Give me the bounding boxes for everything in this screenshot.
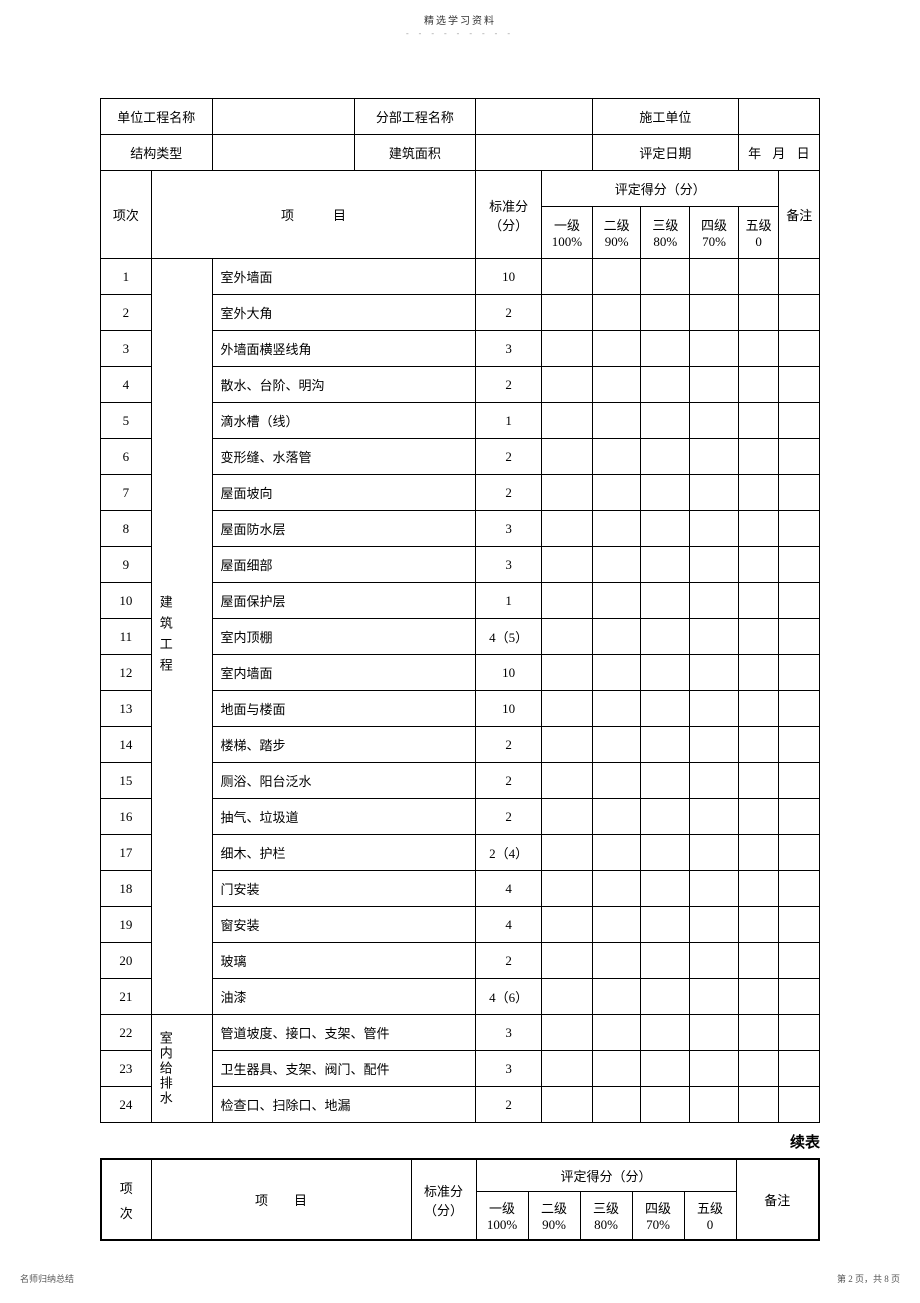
row-num: 1 — [101, 259, 152, 295]
meta-area-value — [476, 135, 593, 171]
meta-section-value — [476, 99, 593, 135]
col-biaozhunfen: 标准分 （分） — [476, 171, 542, 259]
table-row: 1 建筑工程 室外墙面 10 — [101, 259, 820, 295]
day-unit: 日 — [797, 146, 810, 161]
std-score-label: 标准分 — [480, 196, 537, 215]
col-beizhu: 备注 — [779, 171, 820, 259]
level2-1: 一级100% — [476, 1192, 528, 1241]
level2-5: 五级0 — [684, 1192, 736, 1241]
doc-header-title: 精选学习资料 — [0, 0, 920, 27]
meta-date-value: 年 月 日 — [738, 135, 819, 171]
col2-xiangci: 项 次 — [101, 1159, 151, 1240]
page-content: 单位工程名称 分部工程名称 施工单位 结构类型 建筑面积 评定日期 年 月 日 … — [0, 38, 920, 1241]
group-label-2: 室内给排水 — [151, 1015, 212, 1123]
main-table: 单位工程名称 分部工程名称 施工单位 结构类型 建筑面积 评定日期 年 月 日 … — [100, 98, 820, 1123]
meta-section-label: 分部工程名称 — [354, 99, 476, 135]
meta-row-2: 结构类型 建筑面积 评定日期 年 月 日 — [101, 135, 820, 171]
level2-2: 二级90% — [528, 1192, 580, 1241]
continue-label: 续表 — [100, 1123, 820, 1158]
table-row: 22 室内给排水 管道坡度、接口、支架、管件3 — [101, 1015, 820, 1051]
group-label-1: 建筑工程 — [151, 259, 212, 1015]
second-table: 项 次 项 目 标准分 （分） 评定得分（分） 备注 一级100% 二级90% … — [100, 1158, 820, 1241]
col-xiangci: 项次 — [101, 171, 152, 259]
col2-xiangmu: 项 目 — [151, 1159, 411, 1240]
meta-unit-label: 单位工程名称 — [101, 99, 213, 135]
col2-beizhu: 备注 — [736, 1159, 819, 1240]
meta-area-label: 建筑面积 — [354, 135, 476, 171]
meta-unit-value — [212, 99, 354, 135]
col-pingding: 评定得分（分） — [542, 171, 779, 207]
year-unit: 年 — [748, 146, 761, 161]
second-header-row-1: 项 次 项 目 标准分 （分） 评定得分（分） 备注 — [101, 1159, 819, 1192]
meta-row-1: 单位工程名称 分部工程名称 施工单位 — [101, 99, 820, 135]
meta-construct-value — [738, 99, 819, 135]
level-3: 三级80% — [641, 207, 690, 259]
col2-biaozhunfen: 标准分 （分） — [411, 1159, 476, 1240]
col-xiangmu: 项 目 — [151, 171, 476, 259]
footer-right: 第 2 页，共 8 页 — [837, 1272, 900, 1285]
main-header-row-1: 项次 项 目 标准分 （分） 评定得分（分） 备注 — [101, 171, 820, 207]
meta-struct-label: 结构类型 — [101, 135, 213, 171]
meta-struct-value — [212, 135, 354, 171]
level-4: 四级70% — [690, 207, 739, 259]
page-footer: 名师归纳总结 第 2 页，共 8 页 — [20, 1272, 900, 1285]
level2-4: 四级70% — [632, 1192, 684, 1241]
level-5: 五级0 — [738, 207, 779, 259]
level-2: 二级90% — [592, 207, 641, 259]
level-1: 一级100% — [542, 207, 593, 259]
footer-left: 名师归纳总结 — [20, 1272, 74, 1285]
meta-date-label: 评定日期 — [592, 135, 738, 171]
row-name: 室外墙面 — [212, 259, 476, 295]
std-score-unit: （分） — [480, 215, 537, 234]
level2-3: 三级80% — [580, 1192, 632, 1241]
doc-header-dots: - - - - - - - - - — [0, 29, 920, 38]
row-score: 10 — [476, 259, 542, 295]
meta-construct-label: 施工单位 — [592, 99, 738, 135]
col2-pingding: 评定得分（分） — [476, 1159, 736, 1192]
month-unit: 月 — [772, 146, 785, 161]
